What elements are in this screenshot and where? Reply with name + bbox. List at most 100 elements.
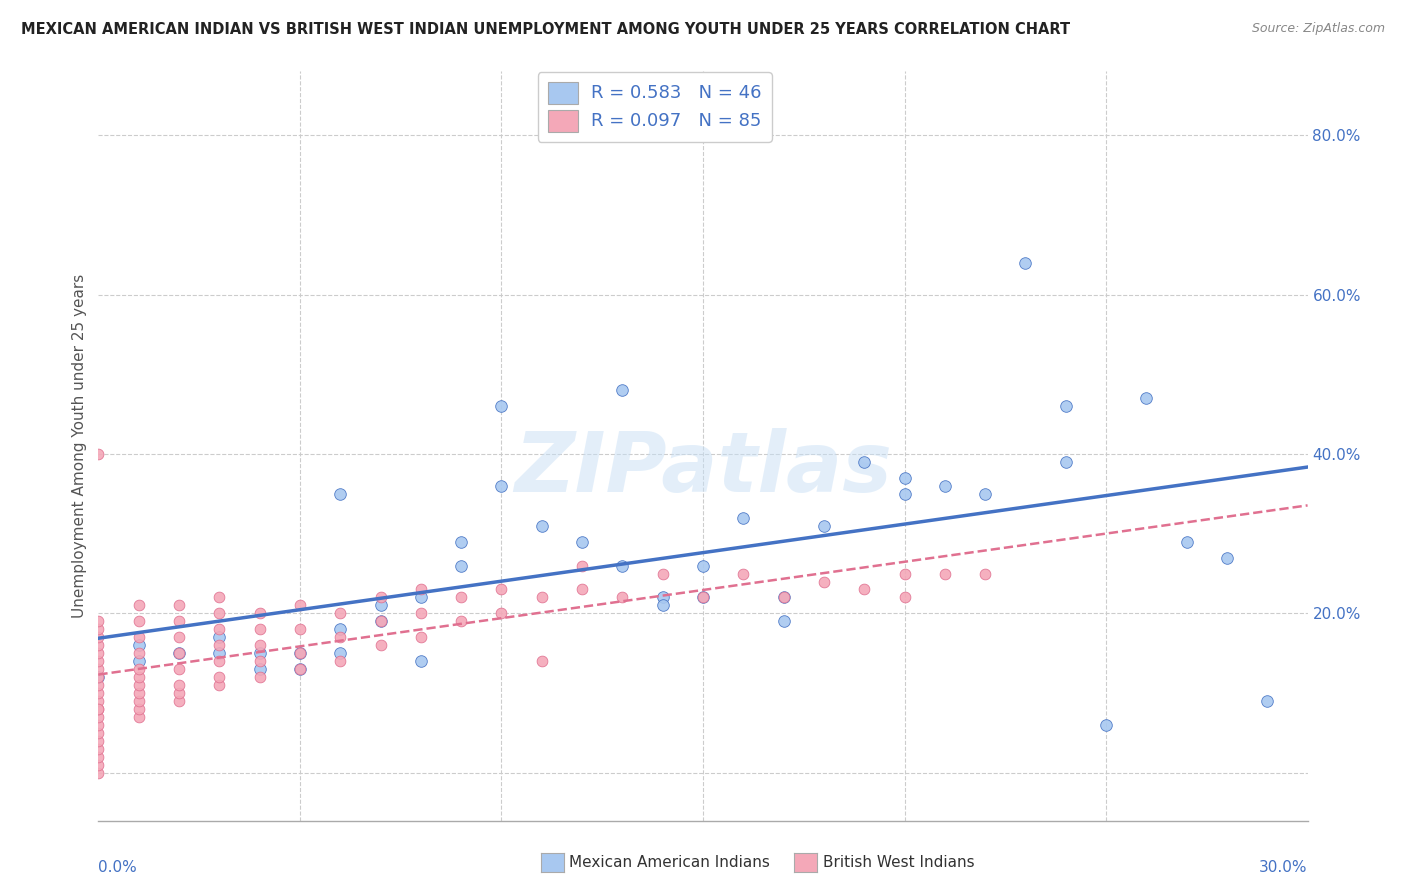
Point [530,518,553,533]
Point [893,591,915,605]
Point [128,599,150,613]
Legend: R = 0.583   N = 46, R = 0.097   N = 85: R = 0.583 N = 46, R = 0.097 N = 85 [537,72,772,142]
Point [813,518,835,533]
Point [1135,391,1157,405]
Point [651,591,673,605]
Text: ZIPatlas: ZIPatlas [515,428,891,509]
Point [651,566,673,581]
Point [87,615,110,629]
Point [530,654,553,668]
Point [128,638,150,652]
Point [128,694,150,708]
Point [409,582,432,597]
Point [167,646,190,660]
Point [974,487,997,501]
Point [329,630,352,644]
Point [772,615,794,629]
Point [370,599,392,613]
Point [249,623,271,637]
Point [733,566,755,581]
Point [450,615,472,629]
Point [329,623,352,637]
Point [409,607,432,621]
Point [409,630,432,644]
Point [1256,694,1278,708]
Point [692,591,714,605]
Y-axis label: Unemployment Among Youth under 25 years: Unemployment Among Youth under 25 years [72,274,87,618]
Point [87,702,110,716]
Point [249,670,271,684]
Point [208,638,231,652]
Point [87,686,110,700]
Point [288,662,311,676]
Point [87,654,110,668]
Point [813,574,835,589]
Point [853,582,876,597]
Point [87,750,110,764]
Point [370,615,392,629]
Point [87,662,110,676]
Point [612,383,634,397]
Text: 30.0%: 30.0% [1260,860,1308,874]
Text: British West Indians: British West Indians [823,855,974,870]
Point [128,654,150,668]
Point [167,615,190,629]
Point [329,487,352,501]
Point [853,455,876,469]
Point [288,646,311,660]
Point [733,510,755,524]
Point [87,694,110,708]
Point [450,558,472,573]
Point [692,591,714,605]
Point [1014,255,1036,269]
Point [530,591,553,605]
Point [249,638,271,652]
Point [893,487,915,501]
Point [128,630,150,644]
Point [208,623,231,637]
Point [128,662,150,676]
Text: MEXICAN AMERICAN INDIAN VS BRITISH WEST INDIAN UNEMPLOYMENT AMONG YOUTH UNDER 25: MEXICAN AMERICAN INDIAN VS BRITISH WEST … [21,22,1070,37]
Point [370,638,392,652]
Text: Source: ZipAtlas.com: Source: ZipAtlas.com [1251,22,1385,36]
Point [491,607,513,621]
Point [651,599,673,613]
Point [571,558,593,573]
Point [934,566,956,581]
Point [288,646,311,660]
Point [491,479,513,493]
Point [571,534,593,549]
Point [87,623,110,637]
Point [167,646,190,660]
Point [128,702,150,716]
Point [167,630,190,644]
Point [208,646,231,660]
Point [87,757,110,772]
Point [208,670,231,684]
Point [167,694,190,708]
Point [450,534,472,549]
Point [87,678,110,692]
Point [128,646,150,660]
Point [612,591,634,605]
Point [491,582,513,597]
Point [167,599,190,613]
Point [692,558,714,573]
Point [329,654,352,668]
Point [288,623,311,637]
Point [87,710,110,724]
Point [934,479,956,493]
Point [87,726,110,740]
Point [370,591,392,605]
Point [167,662,190,676]
Point [87,702,110,716]
Point [87,630,110,644]
Point [893,566,915,581]
Point [249,662,271,676]
Point [208,630,231,644]
Point [1095,718,1118,732]
Point [208,607,231,621]
Point [1054,399,1077,413]
Point [87,447,110,461]
Point [1175,534,1198,549]
